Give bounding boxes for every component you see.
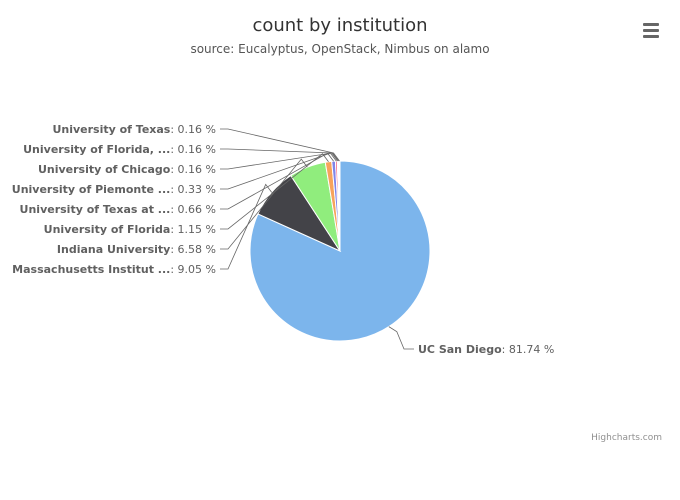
hamburger-menu-icon-bar xyxy=(643,29,659,32)
hamburger-menu-icon-bar xyxy=(643,35,659,38)
slice-label: University of Texas at ...: 0.66 % xyxy=(20,203,216,216)
slice-connector xyxy=(220,152,334,210)
slice-connector xyxy=(220,158,308,250)
slice-label: Indiana University: 6.58 % xyxy=(57,243,216,256)
slice-label: University of Texas: 0.16 % xyxy=(52,123,216,136)
slice-label: UC San Diego: 81.74 % xyxy=(418,343,554,356)
slice-connector xyxy=(220,153,329,230)
hamburger-menu-icon xyxy=(643,23,659,26)
slice-label: University of Piemonte ...: 0.33 % xyxy=(12,183,216,196)
slice-connector xyxy=(388,326,414,350)
slice-label: Massachusetts Institut ...: 9.05 % xyxy=(12,263,216,276)
slice-connector xyxy=(220,183,273,270)
slice-connector xyxy=(220,152,339,170)
chart-title: count by institution xyxy=(252,15,428,36)
slice-label: University of Chicago: 0.16 % xyxy=(38,163,216,176)
chart-context-menu-button[interactable] xyxy=(636,16,666,44)
slice-connector xyxy=(220,128,340,162)
credits-link[interactable]: Highcharts.com xyxy=(591,433,662,443)
slice-label: University of Florida, ...: 0.16 % xyxy=(23,143,216,156)
chart-subtitle: source: Eucalyptus, OpenStack, Nimbus on… xyxy=(190,42,490,56)
slice-connector xyxy=(220,152,337,190)
slice-label: University of Florida: 1.15 % xyxy=(44,223,216,236)
slice-connector xyxy=(220,148,339,162)
